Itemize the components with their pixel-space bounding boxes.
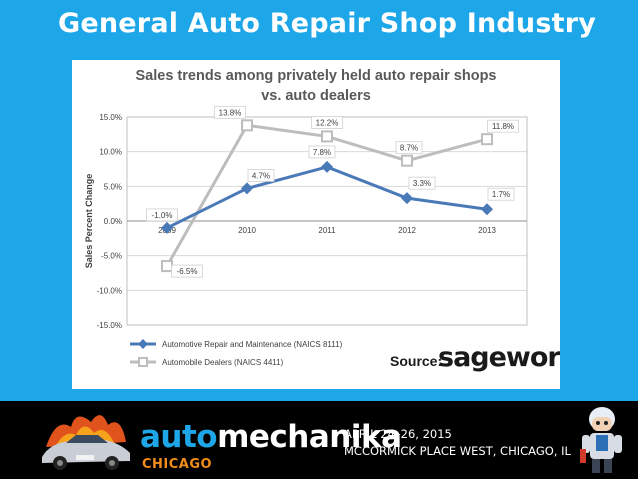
mascot-icon [580,407,622,473]
data-label: 13.8% [219,108,242,117]
y-tick-label: -15.0% [97,321,122,330]
data-label: 4.7% [252,171,270,180]
data-point [161,260,173,273]
data-point [321,160,333,173]
data-point [401,192,413,205]
chart-panel: Sales trends among privately held auto r… [72,60,560,389]
legend-label: Automobile Dealers (NAICS 4411) [162,358,284,367]
data-label-box [408,176,436,190]
data-label-box [214,105,246,119]
data-label-box [247,169,275,182]
source-label: Source: [390,353,442,369]
data-label: 7.8% [313,148,331,157]
data-label-box [171,264,203,278]
data-point [321,130,333,143]
x-tick-label: 2010 [238,226,256,235]
series-line-1 [166,165,488,230]
data-label: 12.2% [316,118,339,127]
data-point [481,133,493,146]
y-tick-label: 0.0% [104,217,122,226]
car-flames-logo-icon [42,415,130,470]
footer-banner: automechanika CHICAGO APRIL 24–26, 2015 … [0,401,638,479]
data-label: -1.0% [152,211,173,220]
event-date: APRIL 24–26, 2015 [344,427,452,441]
chart-subtitle: vs. auto dealers [261,88,371,104]
brand-mechanika: mechanika [217,419,402,455]
legend-label: Automotive Repair and Maintenance (NAICS… [162,340,343,349]
data-label-box [487,119,519,133]
y-tick-label: 15.0% [99,113,122,122]
data-label-box [146,208,178,222]
y-axis-label: Sales Percent Change [84,174,94,269]
data-label-box [308,145,336,159]
data-point [241,119,253,132]
x-tick-label: 2011 [318,226,336,235]
data-label-box [311,116,343,129]
x-tick-label: 2012 [398,226,416,235]
data-label: 3.3% [413,179,431,188]
data-label-box [487,187,515,201]
data-point [481,203,493,216]
automechanika-logo: automechanika [140,419,402,455]
event-venue: MCCORMICK PLACE WEST, CHICAGO, IL [344,444,571,458]
data-label-box [395,141,423,155]
data-point [401,154,413,167]
legend-marker [138,357,148,367]
line-chart: Sales trends among privately held auto r… [84,68,560,373]
sageworks-logo: sageworks [438,342,560,373]
chart-title: Sales trends among privately held auto r… [136,68,497,84]
data-point [241,182,253,195]
slide-title: General Auto Repair Shop Industry [58,8,597,39]
data-label: 8.7% [400,144,418,153]
data-label: -6.5% [177,267,198,276]
y-tick-label: 5.0% [104,182,122,191]
x-tick-label: 2013 [478,226,496,235]
data-label: 11.8% [492,122,514,131]
y-tick-label: -10.0% [97,286,122,295]
data-point [161,221,173,234]
brand-city: CHICAGO [142,457,213,472]
data-label: 1.7% [492,190,510,199]
legend-marker [138,339,148,349]
y-tick-label: -5.0% [101,252,122,261]
y-tick-label: 10.0% [99,148,122,157]
brand-auto: auto [140,419,218,455]
